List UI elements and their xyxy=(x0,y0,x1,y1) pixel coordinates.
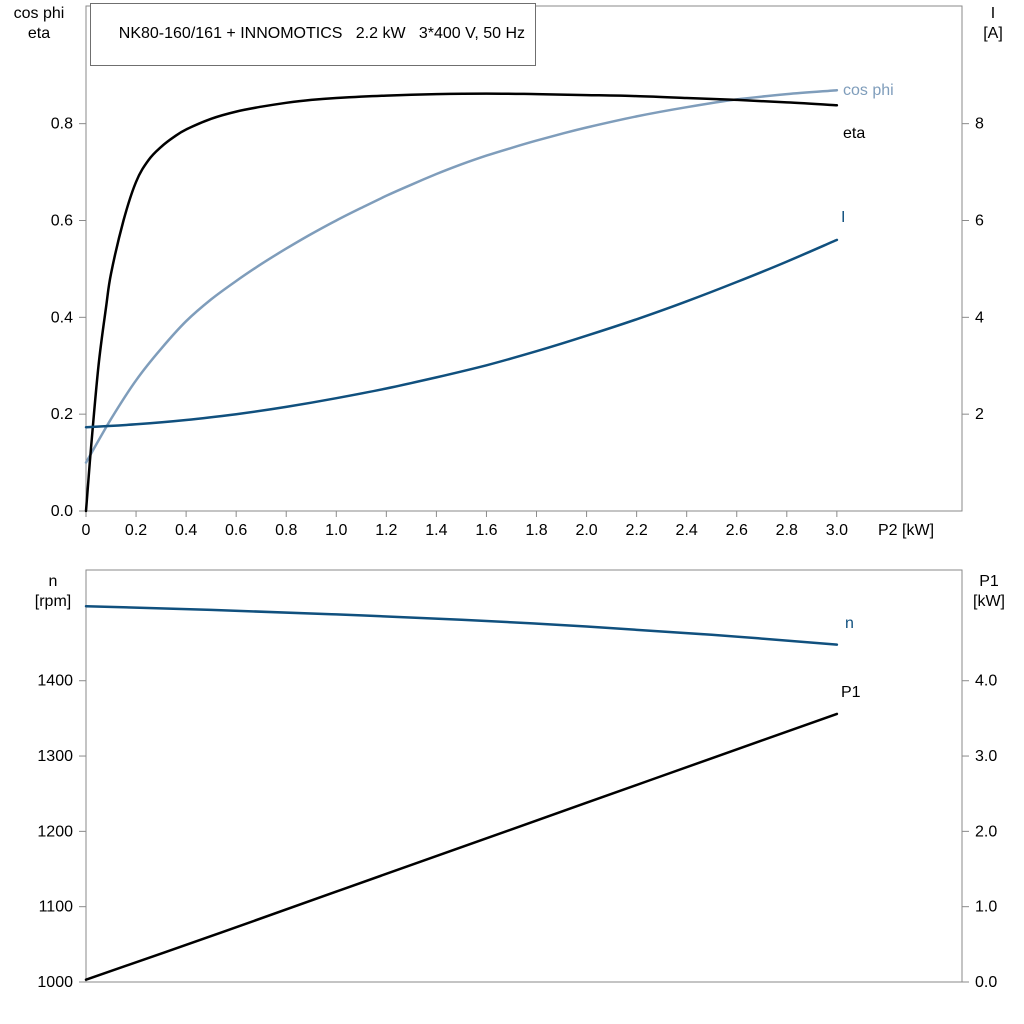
P1-curve xyxy=(84,712,839,981)
x-tick-label-0: 2.4 xyxy=(676,522,698,539)
I-curve-label: I xyxy=(841,209,845,226)
x-tick-label-0: 0.6 xyxy=(225,522,247,539)
left-tick-label-1: 1300 xyxy=(37,748,73,765)
n-curve-label: n xyxy=(845,615,854,632)
x-tick-label-0: 1.2 xyxy=(375,522,397,539)
right-tick-label-0: 2 xyxy=(975,406,984,423)
x-tick-label-0: 2.6 xyxy=(726,522,748,539)
axis-title-speed-unit: [rpm] xyxy=(34,593,72,610)
bottom-right-axis-title: P1 [kW] xyxy=(958,572,1020,612)
right-tick-label-0: 8 xyxy=(975,116,984,133)
right-tick-label-1: 1.0 xyxy=(975,899,997,916)
x-tick-label-0: 0.4 xyxy=(175,522,197,539)
left-tick-label-0: 0.6 xyxy=(51,212,73,229)
axis-title-cos-phi: cos phi xyxy=(13,5,65,22)
x-tick-label-0: 0.8 xyxy=(275,522,297,539)
top-right-axis-title: I [A] xyxy=(964,4,1022,44)
cos-phi-curve-label: cos phi xyxy=(843,82,894,99)
right-tick-label-1: 2.0 xyxy=(975,823,997,840)
x-tick-label-0: 2.8 xyxy=(776,522,798,539)
x-axis-label-0: P2 [kW] xyxy=(878,522,934,539)
left-tick-label-0: 0.0 xyxy=(51,503,73,520)
x-tick-label-0: 2.2 xyxy=(626,522,648,539)
n-curve xyxy=(84,604,839,646)
x-tick-label-0: 1.6 xyxy=(475,522,497,539)
x-tick-label-0: 0 xyxy=(82,522,91,539)
left-tick-label-0: 0.8 xyxy=(51,116,73,133)
x-tick-label-0: 0.2 xyxy=(125,522,147,539)
chart-title-box: NK80-160/161 + INNOMOTICS 2.2 kW 3*400 V… xyxy=(90,3,537,66)
axis-title-current: I xyxy=(990,5,996,22)
I-curve xyxy=(84,238,839,429)
x-tick-label-0: 3.0 xyxy=(826,522,848,539)
right-tick-label-1: 4.0 xyxy=(975,673,997,690)
chart-frame-1 xyxy=(85,569,963,983)
left-tick-label-1: 1200 xyxy=(37,823,73,840)
eta-curve-label: eta xyxy=(843,125,865,142)
left-tick-label-1: 1000 xyxy=(37,974,73,991)
axis-title-p1-unit: [kW] xyxy=(973,593,1005,610)
axis-title-current-unit: [A] xyxy=(983,25,1003,42)
right-tick-label-1: 0.0 xyxy=(975,974,997,991)
P1-curve-label: P1 xyxy=(841,684,861,701)
axis-title-eta: eta xyxy=(27,25,51,42)
left-tick-label-0: 0.4 xyxy=(51,309,73,326)
x-tick-label-0: 2.0 xyxy=(575,522,597,539)
chart-title: NK80-160/161 + INNOMOTICS 2.2 kW 3*400 V… xyxy=(118,25,526,42)
left-tick-label-0: 0.2 xyxy=(51,406,73,423)
bottom-left-axis-title: n [rpm] xyxy=(20,572,86,612)
x-tick-label-0: 1.4 xyxy=(425,522,447,539)
left-tick-label-1: 1400 xyxy=(37,673,73,690)
axis-title-speed: n xyxy=(48,573,58,590)
left-tick-label-1: 1100 xyxy=(39,899,74,916)
x-tick-label-0: 1.0 xyxy=(325,522,347,539)
eta-curve xyxy=(84,92,839,513)
right-tick-label-0: 4 xyxy=(975,309,984,326)
right-tick-label-0: 6 xyxy=(975,212,984,229)
chart-frame-0 xyxy=(85,5,963,512)
x-tick-label-0: 1.8 xyxy=(525,522,547,539)
axis-title-p1: P1 xyxy=(979,573,999,590)
top-left-axis-title: cos phi eta xyxy=(0,4,78,44)
right-tick-label-1: 3.0 xyxy=(975,748,997,765)
cos-phi-curve xyxy=(84,88,839,464)
